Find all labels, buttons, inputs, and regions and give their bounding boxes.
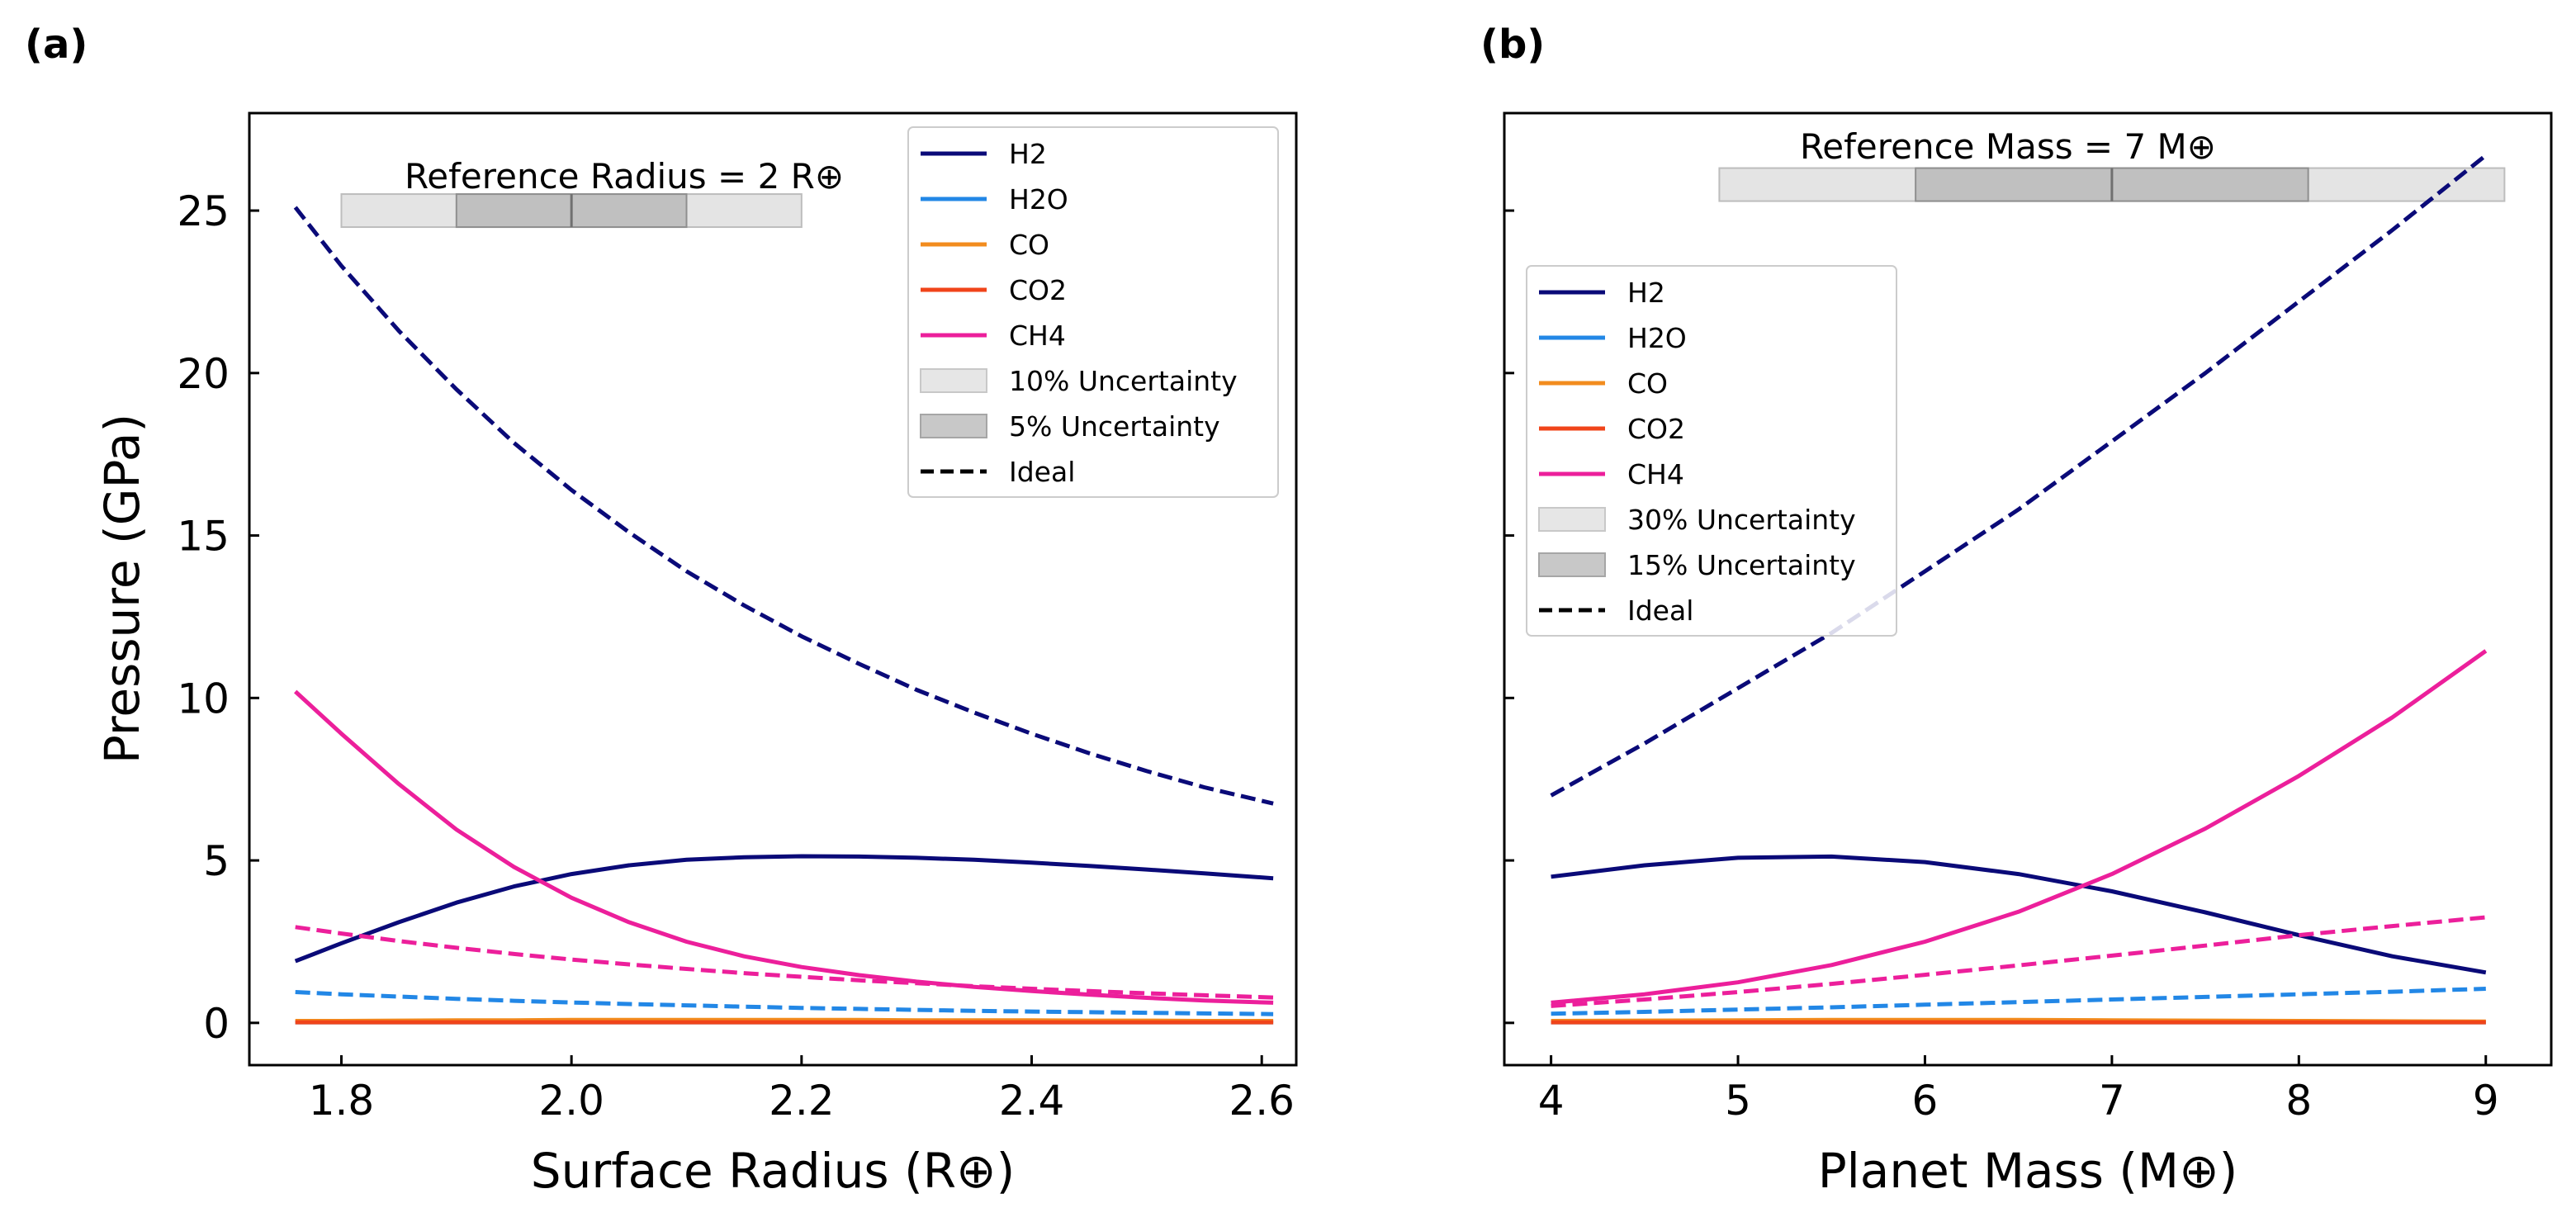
y-tick-label: 5 xyxy=(203,837,230,885)
y-tick-label: 0 xyxy=(203,1000,230,1048)
panel-a-reference-label: Reference Radius = 2 R⊕ xyxy=(405,156,844,197)
panel-a-x-ticks: 1.8 2.0 2.2 2.4 2.6 xyxy=(309,1055,1295,1125)
panel-b-label: (b) xyxy=(1480,21,1545,68)
x-tick-label: 9 xyxy=(2473,1077,2499,1125)
series-ch4-dashed xyxy=(295,925,1274,1000)
legend-label: CO2 xyxy=(1627,413,1685,445)
panel-b-legend: H2 H2O CO CO2 CH4 30% Uncertainty 15% Uncertai… xyxy=(1526,265,1897,637)
legend-entry: Ideal xyxy=(1539,594,1693,627)
panel-a-legend: H2 H2O CO CO2 CH4 10% Uncertainty 5% Uncertain… xyxy=(907,126,1279,498)
x-tick-label: 1.8 xyxy=(309,1077,375,1125)
panel-a-y-ticks: 0 5 10 15 20 25 xyxy=(177,187,259,1048)
legend-label: 10% Uncertainty xyxy=(1009,365,1238,397)
legend-label: Ideal xyxy=(1009,456,1075,488)
legend-label: 5% Uncertainty xyxy=(1009,410,1220,443)
panel-a-label: (a) xyxy=(25,21,88,68)
legend-swatch xyxy=(1538,507,1606,532)
legend-label: H2O xyxy=(1009,183,1068,216)
panel-a-uncertainty-bands xyxy=(340,193,803,229)
panel-b-legend-box xyxy=(1526,265,1897,637)
legend-label: Ideal xyxy=(1627,594,1693,627)
legend-entry: CO2 xyxy=(921,274,1067,306)
series-h2-dashed xyxy=(1550,154,2488,798)
legend-entry: CO2 xyxy=(1539,413,1685,445)
y-tick-label: 20 xyxy=(177,350,230,398)
legend-label: CO xyxy=(1009,229,1049,261)
series-h2-solid xyxy=(1551,854,2487,975)
x-tick-label: 6 xyxy=(1912,1077,1939,1125)
panel-a-series xyxy=(293,206,1274,1025)
series-h2o-dashed xyxy=(295,990,1274,1016)
legend-entry: 10% Uncertainty xyxy=(920,365,1238,397)
legend-entry: Ideal xyxy=(921,456,1075,488)
legend-label: CO xyxy=(1627,367,1668,400)
x-tick-label: 7 xyxy=(2099,1077,2125,1125)
legend-entry: H2 xyxy=(921,138,1047,170)
legend-entry: CH4 xyxy=(921,320,1066,352)
series-ch4-solid xyxy=(294,689,1274,1005)
legend-label: H2 xyxy=(1627,277,1665,309)
legend-entry: 5% Uncertainty xyxy=(920,410,1220,443)
panel-a-plot-frame xyxy=(248,111,1298,1067)
x-tick-label: 2.4 xyxy=(999,1077,1065,1125)
x-tick-label: 8 xyxy=(2285,1077,2312,1125)
panel-b-legend-entries: H2 H2O CO CO2 CH4 30% Uncertainty 15% Uncertai… xyxy=(1538,277,1856,627)
legend-entry: H2 xyxy=(1539,277,1665,309)
legend-label: H2O xyxy=(1627,322,1687,354)
y-axis-label: Pressure (GPa) xyxy=(94,414,150,764)
x-tick-label: 2.2 xyxy=(769,1077,835,1125)
panel-b-x-axis-label: Planet Mass (M⊕) xyxy=(1818,1143,2238,1199)
series-h2-dashed xyxy=(293,206,1274,806)
x-tick-label: 5 xyxy=(1725,1077,1751,1125)
legend-entry: 30% Uncertainty xyxy=(1538,504,1856,536)
series-h2o-dashed xyxy=(1551,987,2486,1016)
panel-b-reference-label: Reference Mass = 7 M⊕ xyxy=(1800,126,2216,167)
panel-b: (b) Reference Mass = 7 M⊕ 4 5 6 7 8 9 Planet … xyxy=(1480,21,2553,1199)
legend-entry: 15% Uncertainty xyxy=(1538,549,1856,581)
legend-label: CO2 xyxy=(1009,274,1067,306)
panel-b-series xyxy=(1550,154,2488,1025)
series-ch4-dashed xyxy=(1551,915,2487,1008)
series-ch4-solid xyxy=(1551,649,2488,1005)
x-tick-label: 4 xyxy=(1538,1077,1565,1125)
panel-b-x-ticks: 4 5 6 7 8 9 xyxy=(1538,1055,2499,1125)
y-tick-label: 10 xyxy=(177,675,230,722)
panel-b-uncertainty-bands xyxy=(1718,167,2506,202)
legend-label: CH4 xyxy=(1009,320,1066,352)
legend-entry: H2O xyxy=(1539,322,1687,354)
panel-b-y-ticks xyxy=(1504,209,1514,1025)
legend-entry: CO xyxy=(921,229,1049,261)
legend-entry: CO xyxy=(1539,367,1668,400)
panel-a-legend-entries: H2 H2O CO CO2 CH4 10% Uncertainty 5% Uncertain… xyxy=(920,138,1238,488)
legend-swatch xyxy=(920,414,987,438)
legend-label: 15% Uncertainty xyxy=(1627,549,1856,581)
x-tick-label: 2.6 xyxy=(1229,1077,1295,1125)
x-tick-label: 2.0 xyxy=(538,1077,604,1125)
legend-entry: H2O xyxy=(921,183,1068,216)
y-tick-label: 25 xyxy=(177,187,230,235)
legend-label: 30% Uncertainty xyxy=(1627,504,1856,536)
series-h2-solid xyxy=(294,854,1274,964)
panel-a-x-axis-label: Surface Radius (R⊕) xyxy=(531,1143,1015,1199)
panel-a-legend-box xyxy=(907,126,1279,498)
legend-swatch xyxy=(1538,552,1606,577)
panel-b-plot-frame xyxy=(1503,111,2553,1067)
legend-swatch xyxy=(920,368,987,393)
y-tick-label: 15 xyxy=(177,513,230,561)
legend-label: CH4 xyxy=(1627,458,1684,490)
legend-label: H2 xyxy=(1009,138,1047,170)
panel-a: (a) Reference Radius = 2 R⊕ 1.8 2.0 2.2 2.4… xyxy=(25,21,1298,1199)
legend-entry: CH4 xyxy=(1539,458,1684,490)
